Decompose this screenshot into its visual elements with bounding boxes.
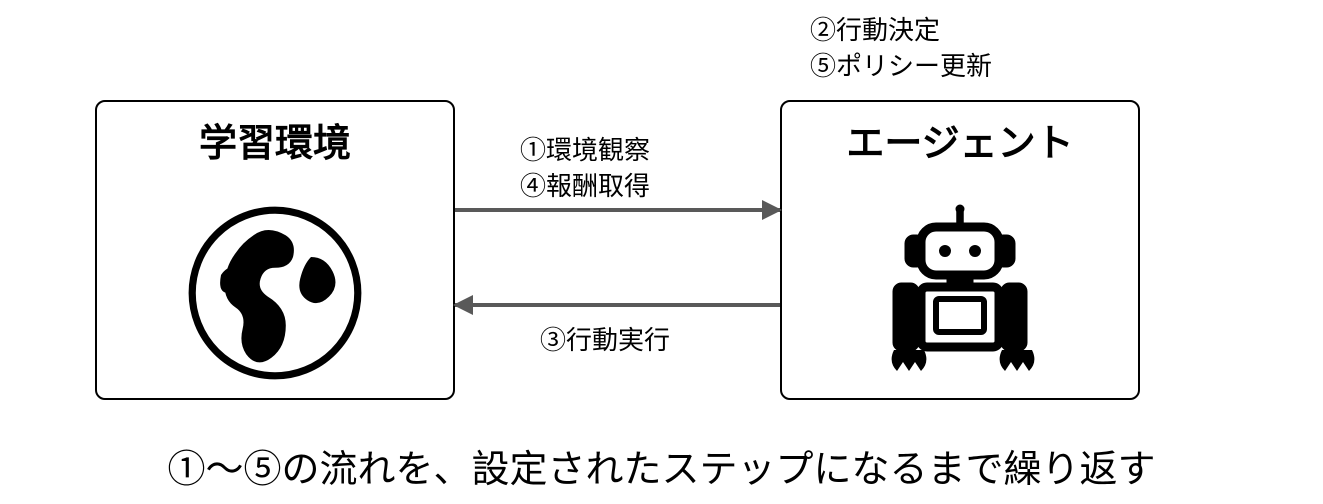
agent-step-policy-update: ⑤ポリシー更新	[810, 46, 992, 83]
arrow-top-label-observe: ①環境観察	[520, 130, 650, 167]
caption: ①〜⑤の流れを、設定されたステップになるまで繰り返す	[0, 438, 1323, 493]
robot-icon	[870, 203, 1050, 388]
environment-title: 学習環境	[97, 112, 453, 167]
agent-step-action-decision: ②行動決定	[810, 10, 940, 47]
agent-icon-slot	[782, 203, 1138, 388]
agent-box: エージェント	[780, 100, 1140, 400]
arrow-bottom-label-execute: ③行動実行	[540, 320, 670, 357]
globe-icon	[185, 203, 365, 388]
diagram-canvas: 学習環境 ②行動決定 ⑤ポリシー更新 エージェント ①環境観察 ④報酬取得 ③行…	[0, 0, 1323, 504]
agent-title: エージェント	[782, 112, 1138, 167]
arrow-top-label-reward: ④報酬取得	[520, 166, 650, 203]
environment-box: 学習環境	[95, 100, 455, 400]
environment-icon-slot	[97, 203, 453, 388]
